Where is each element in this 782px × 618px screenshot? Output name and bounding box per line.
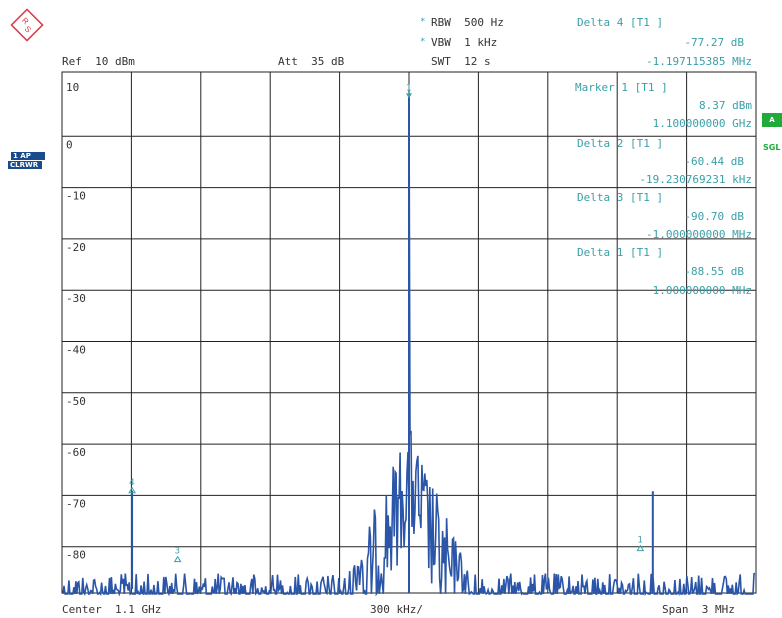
delta-marker-triangle (128, 486, 136, 494)
marker-panel-name-0: Delta 4 [T1 ] (577, 16, 664, 29)
y-tick-label: -20 (66, 241, 86, 254)
rohde-schwarz-logo: R S (10, 8, 44, 42)
logo-r: R (20, 16, 31, 27)
marker-panel-value-3: -90.70 dB (684, 210, 744, 223)
marker-label: 1 (406, 83, 411, 93)
delta-marker-label: 3 (175, 547, 180, 557)
y-tick-label: -80 (66, 549, 86, 562)
delta-marker-label: 1 (637, 536, 642, 546)
marker-panel-name-4: Delta 1 [T1 ] (577, 246, 664, 259)
marker-panel-value-4: -88.55 dB (684, 265, 744, 278)
sweep-time-label: SWT 12 s (431, 55, 491, 68)
status-a-tag: A (762, 113, 782, 127)
marker-triangle (406, 93, 412, 99)
y-tick-label: -40 (66, 344, 86, 357)
center-frequency-label: Center 1.1 GHz (62, 603, 162, 616)
marker-panel-pos-0: -1.197115385 MHz (646, 55, 752, 68)
marker-panel-name-2: Delta 2 [T1 ] (577, 137, 664, 150)
marker-panel-value-0: -77.27 dB (684, 36, 744, 49)
marker-panel-pos-2: -19.230769231 kHz (639, 173, 752, 186)
single-sweep-tag: SGL (763, 143, 781, 152)
span-label: Span 3 MHz (662, 603, 735, 616)
marker-panel-name-3: Delta 3 [T1 ] (577, 191, 664, 204)
vbw-label: VBW 1 kHz (431, 36, 498, 49)
ref-level-label: Ref 10 dBm (62, 55, 135, 68)
y-tick-label: -60 (66, 446, 86, 459)
y-tick-label: -30 (66, 292, 86, 305)
marker-panel-value-1: 8.37 dBm (699, 99, 752, 112)
y-tick-label: 0 (66, 138, 73, 151)
marker-panel-name-1: Marker 1 [T1 ] (575, 81, 668, 94)
delta-marker-label: 4 (129, 478, 134, 488)
y-tick-label: -70 (66, 497, 86, 510)
delta-marker-triangle (173, 555, 182, 563)
clear-write-tag: CLRWR (8, 161, 42, 169)
y-tick-label: -50 (66, 395, 86, 408)
trace-mode-tag: 1 AP (11, 152, 45, 160)
marker-panel-pos-3: -1.000000000 MHz (646, 228, 752, 241)
y-tick-label: 10 (66, 81, 79, 94)
logo-s: S (23, 24, 33, 34)
delta-marker-triangle (636, 544, 645, 552)
vbw-star-icon: * (420, 37, 426, 47)
marker-panel-pos-4: 1.000000000 MHz (652, 284, 752, 297)
frequency-per-division-label: 300 kHz/ (370, 603, 423, 616)
attenuation-label: Att 35 dB (278, 55, 345, 68)
y-tick-label: -10 (66, 190, 86, 203)
marker-panel-value-2: -60.44 dB (684, 155, 744, 168)
rbw-label: RBW 500 Hz (431, 16, 504, 29)
marker-panel-pos-1: 1.100000000 GHz (652, 117, 752, 130)
rbw-star-icon: * (420, 17, 426, 27)
